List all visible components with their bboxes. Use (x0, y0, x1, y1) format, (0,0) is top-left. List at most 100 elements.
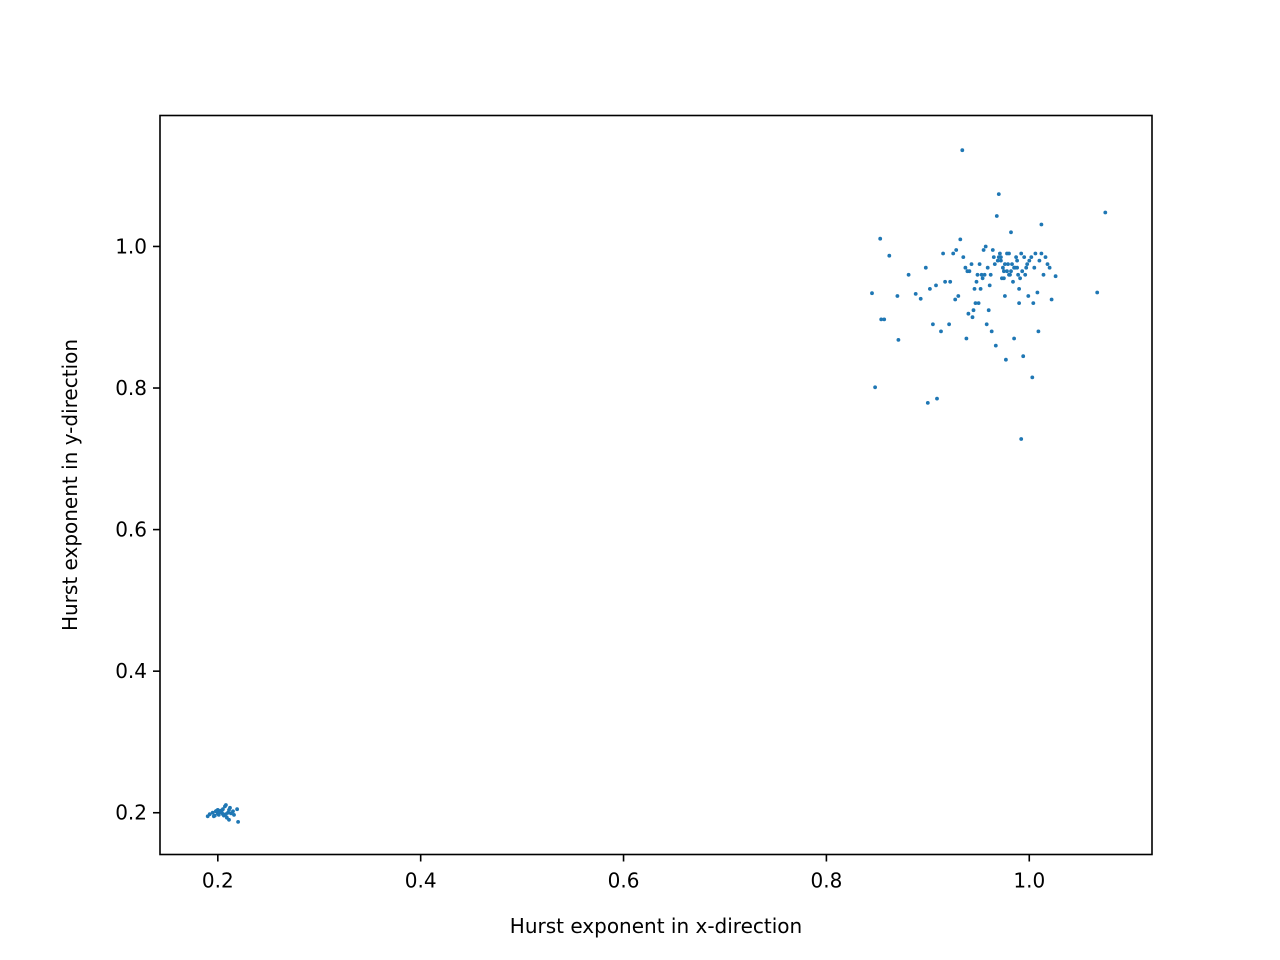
data-point (996, 192, 1001, 197)
data-point (923, 265, 928, 270)
data-point (210, 810, 215, 815)
data-point (896, 338, 901, 342)
data-point (1015, 265, 1019, 270)
data-point (1003, 294, 1007, 298)
data-point (996, 255, 1001, 259)
data-point (227, 808, 231, 812)
data-point (1005, 269, 1009, 274)
data-point (956, 294, 961, 298)
data-point (1011, 279, 1015, 284)
data-point (964, 336, 969, 341)
data-point (986, 308, 991, 313)
data-point (1016, 272, 1020, 277)
x-tick-label: 0.6 (608, 869, 640, 893)
data-point (227, 817, 231, 822)
data-point (913, 292, 918, 296)
data-point (1043, 255, 1048, 259)
x-tick-label: 0.2 (202, 869, 234, 893)
data-point (1017, 287, 1021, 291)
data-point (1035, 290, 1040, 295)
data-point (1007, 272, 1011, 277)
data-point (1012, 265, 1016, 270)
data-point (1033, 251, 1038, 256)
data-point (985, 265, 990, 270)
data-point (939, 329, 943, 334)
data-point (982, 272, 987, 277)
data-point (931, 322, 935, 327)
data-point (988, 272, 993, 277)
data-point (1015, 258, 1019, 263)
data-point (231, 809, 235, 814)
data-point (947, 322, 951, 327)
data-point (961, 255, 966, 259)
plot-frame (159, 114, 1153, 856)
data-point (981, 248, 986, 252)
data-point (1023, 272, 1028, 277)
data-point (993, 343, 998, 348)
data-point (1001, 265, 1005, 270)
data-point (1002, 269, 1006, 274)
data-point (1019, 251, 1024, 256)
data-point (232, 813, 236, 817)
data-point (1017, 301, 1021, 305)
data-point (1022, 255, 1027, 259)
data-point (969, 262, 974, 266)
data-point (987, 283, 992, 288)
data-point (878, 236, 883, 241)
data-point (972, 287, 977, 291)
data-point (928, 287, 932, 291)
data-point (992, 262, 997, 266)
data-point (941, 251, 945, 256)
data-point (995, 258, 1000, 263)
y-tick-label: 0.6 (115, 518, 147, 542)
data-point (1004, 357, 1008, 362)
data-point (951, 251, 956, 256)
data-point (1036, 329, 1041, 334)
data-point (1012, 336, 1016, 341)
data-point (1047, 265, 1052, 270)
data-point (1026, 294, 1031, 298)
data-point (1002, 276, 1006, 281)
data-point (1025, 262, 1030, 266)
data-point (1103, 210, 1108, 215)
data-point (1003, 262, 1007, 266)
data-point (1031, 301, 1036, 305)
data-point (235, 807, 240, 812)
data-point (1095, 290, 1100, 295)
data-point (1024, 265, 1029, 270)
data-point (1049, 297, 1054, 302)
data-point (970, 315, 975, 320)
data-point (975, 272, 980, 277)
y-tick-label: 1.0 (115, 234, 147, 258)
data-point (925, 401, 930, 405)
data-point (999, 258, 1003, 263)
data-point (211, 814, 216, 819)
data-point (224, 812, 228, 817)
x-tick-label: 1.0 (1013, 869, 1045, 893)
data-point (943, 279, 947, 284)
data-point (895, 294, 900, 298)
y-tick-label: 0.2 (115, 801, 147, 825)
data-point (1019, 437, 1024, 441)
data-point (980, 276, 985, 281)
data-point (1018, 276, 1022, 281)
data-point (966, 311, 971, 316)
data-point (971, 308, 976, 313)
data-point (1020, 269, 1025, 274)
data-point (1005, 251, 1009, 256)
y-tick-label: 0.4 (115, 659, 147, 683)
y-axis-ticks: 0.2 0.4 0.6 0.8 1.0 (115, 234, 160, 825)
data-point (882, 317, 887, 322)
data-point (977, 262, 982, 266)
data-point (1009, 269, 1013, 274)
data-point (965, 269, 970, 274)
y-axis-label: Hurst exponent in y-direction (58, 339, 82, 631)
data-point (1009, 230, 1013, 235)
data-point (1006, 262, 1010, 266)
data-point (984, 322, 989, 327)
data-point (953, 297, 958, 302)
data-point (887, 253, 892, 258)
data-point (991, 255, 996, 259)
data-point (906, 272, 911, 277)
